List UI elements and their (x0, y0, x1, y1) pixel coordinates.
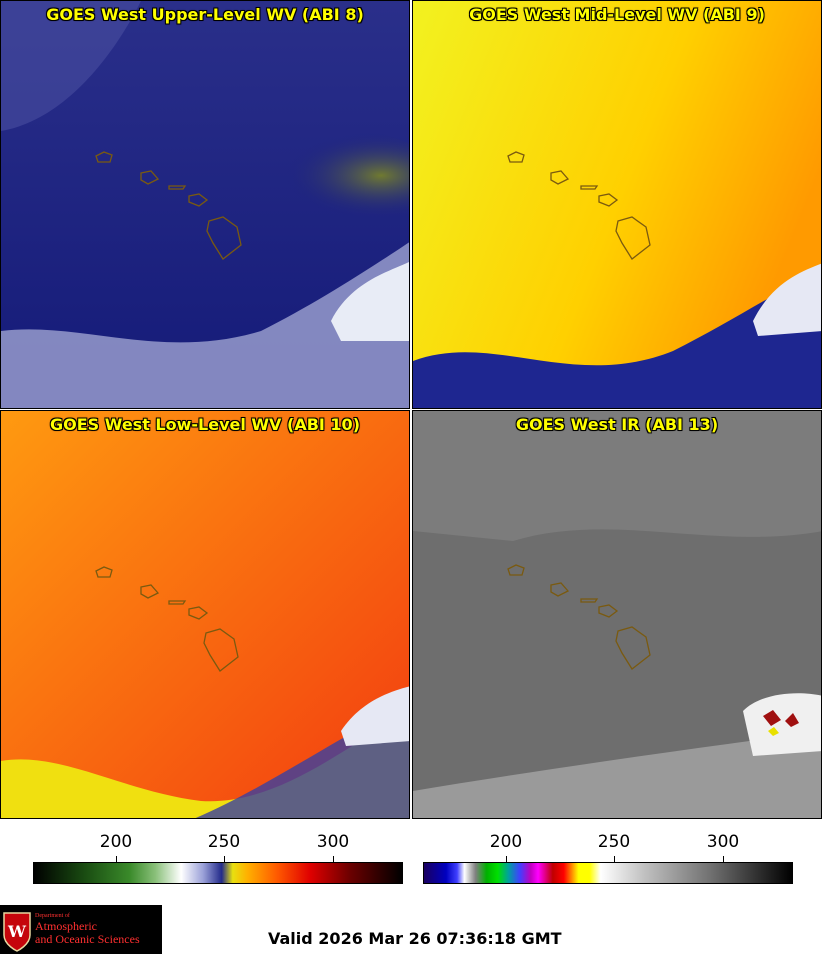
colorbar-tick (116, 856, 117, 862)
colorbar-gradient (33, 862, 403, 884)
colorbar-tick-label: 300 (706, 832, 740, 852)
svg-text:W: W (7, 922, 27, 941)
logo-line3: and Oceanic Sciences (35, 932, 140, 946)
panel-mid-level-wv: GOES West Mid-Level WV (ABI 9) (412, 0, 822, 409)
panel-title: GOES West Low-Level WV (ABI 10) (49, 415, 360, 434)
mid-level-wv-image (413, 1, 821, 408)
low-level-wv-image (1, 411, 409, 818)
colorbar-tick-label: 200 (489, 832, 523, 852)
logo-line2: Atmospheric (35, 919, 97, 933)
panel-upper-level-wv: GOES West Upper-Level WV (ABI 8) (0, 0, 410, 409)
island-outlines (95, 151, 242, 260)
panel-ir: GOES West IR (ABI 13) (412, 410, 822, 819)
left-colorbar: 200 250 300 (33, 826, 403, 886)
logo-line1: Department of (35, 913, 70, 919)
aos-logo: W Department of Atmospheric and Oceanic … (0, 905, 162, 954)
upper-level-wv-image (1, 1, 409, 408)
colorbar-tick-label: 300 (316, 832, 350, 852)
colorbar-tick (333, 856, 334, 862)
uw-crest-icon: W (3, 912, 31, 952)
panel-title: GOES West Upper-Level WV (ABI 8) (46, 5, 364, 24)
colorbar-tick-label: 200 (99, 832, 133, 852)
valid-time: Valid 2026 Mar 26 07:36:18 GMT (268, 929, 562, 948)
ir-image (413, 411, 821, 818)
colorbar-tick-label: 250 (207, 832, 241, 852)
panel-low-level-wv: GOES West Low-Level WV (ABI 10) (0, 410, 410, 819)
panel-title: GOES West IR (ABI 13) (515, 415, 719, 434)
colorbar-tick-label: 250 (597, 832, 631, 852)
right-colorbar: 200 250 300 (423, 826, 793, 886)
island-outlines (507, 564, 651, 670)
island-outlines (507, 151, 651, 260)
colorbar-tick (506, 856, 507, 862)
island-outlines (95, 566, 239, 672)
colorbar-gradient (423, 862, 793, 884)
colorbar-tick (723, 856, 724, 862)
colorbar-tick (614, 856, 615, 862)
panel-title: GOES West Mid-Level WV (ABI 9) (469, 5, 765, 24)
colorbar-tick (224, 856, 225, 862)
